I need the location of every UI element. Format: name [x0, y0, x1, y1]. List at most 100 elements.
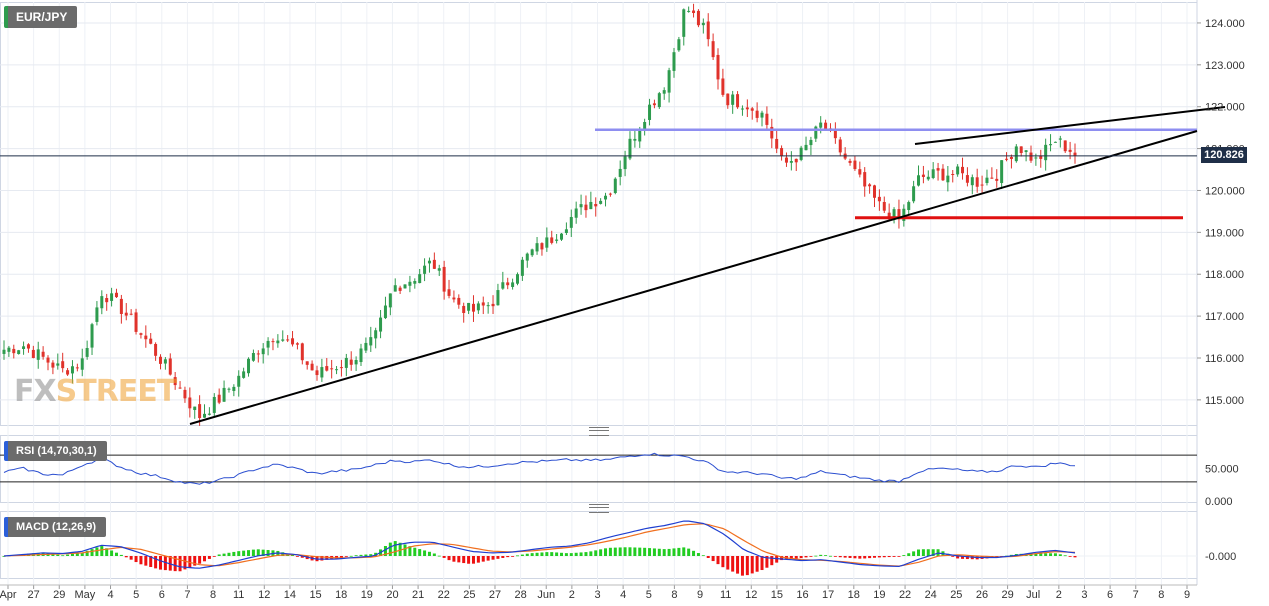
- macd-histogram-bar: [716, 556, 720, 565]
- candle-body: [139, 333, 143, 335]
- candle-body: [418, 274, 422, 284]
- macd-histogram-bar: [339, 556, 343, 558]
- candle-body: [638, 129, 642, 142]
- x-tick-label: 4: [620, 589, 626, 601]
- candle-body: [926, 176, 930, 180]
- macd-histogram-bar: [931, 549, 935, 556]
- macd-histogram-bar: [643, 547, 647, 556]
- fxstreet-logo: FXSTREET: [14, 374, 177, 409]
- macd-histogram-bar: [872, 556, 876, 558]
- candle-body: [530, 249, 534, 256]
- macd-histogram-bar: [158, 556, 162, 570]
- macd-histogram-bar: [951, 556, 955, 557]
- candle-body: [657, 93, 661, 108]
- candle-body: [242, 371, 246, 378]
- candle-body: [36, 349, 40, 360]
- macd-histogram-bar: [696, 553, 700, 556]
- candle-body: [295, 343, 299, 345]
- candle-body: [765, 113, 769, 125]
- candle-body: [452, 297, 456, 300]
- y-tick-label: 120.000: [1205, 185, 1245, 197]
- candle-body: [403, 284, 407, 289]
- candle-body: [100, 296, 104, 309]
- rsi-resize-handle[interactable]: [589, 427, 609, 436]
- candle-body: [217, 394, 221, 403]
- macd-histogram-bar: [736, 556, 740, 574]
- macd-badge[interactable]: MACD (12,26,9): [4, 517, 107, 537]
- candle-body: [750, 108, 754, 111]
- macd-histogram-bar: [408, 546, 412, 556]
- macd-histogram-bar: [921, 549, 925, 556]
- macd-histogram-bar: [452, 556, 456, 562]
- macd-resize-handle[interactable]: [589, 504, 609, 513]
- macd-histogram-bar: [789, 556, 793, 559]
- symbol-badge[interactable]: EUR/JPY: [4, 6, 78, 28]
- candle-body: [110, 293, 114, 301]
- macd-histogram-bar: [560, 552, 564, 556]
- candle-body: [1049, 144, 1053, 146]
- x-tick-label: 29: [53, 589, 65, 601]
- x-tick-label: 15: [771, 589, 783, 601]
- y-tick-label: 118.000: [1205, 269, 1244, 281]
- macd-histogram-bar: [222, 553, 226, 556]
- candle-body: [129, 313, 133, 315]
- x-tick-label: 19: [361, 589, 373, 601]
- macd-histogram-bar: [961, 556, 965, 559]
- macd-histogram-bar: [418, 549, 422, 556]
- macd-histogram-bar: [770, 556, 774, 566]
- candle-body: [70, 366, 74, 374]
- candle-body: [833, 129, 837, 139]
- rsi-badge[interactable]: RSI (14,70,30,1): [4, 441, 107, 461]
- macd-histogram-bar: [1073, 556, 1077, 558]
- macd-histogram-bar: [804, 556, 808, 558]
- x-tick-label: 8: [1158, 589, 1164, 601]
- candle-body: [643, 121, 647, 131]
- candle-body: [652, 103, 656, 106]
- candle-body: [124, 312, 128, 316]
- x-tick-label: 14: [284, 589, 296, 601]
- candle-body: [61, 361, 65, 369]
- candle-body: [824, 122, 828, 130]
- macd-histogram-bar: [173, 556, 177, 572]
- candle-body: [22, 346, 26, 349]
- candle-body: [281, 339, 285, 341]
- macd-histogram-bar: [70, 553, 74, 556]
- candle-body: [858, 169, 862, 175]
- x-tick-label: 11: [720, 589, 731, 601]
- macd-histogram-bar: [843, 556, 847, 558]
- macd-histogram-bar: [212, 556, 216, 557]
- macd-histogram-bar: [540, 552, 544, 556]
- macd-histogram-bar: [413, 547, 417, 556]
- macd-histogram-bar: [256, 549, 260, 556]
- macd-histogram-bar: [799, 556, 803, 559]
- macd-histogram-bar: [66, 554, 70, 556]
- macd-histogram-bar: [423, 550, 427, 556]
- candle-body: [7, 347, 11, 352]
- candle-body: [882, 201, 886, 211]
- macd-histogram-bar: [471, 556, 475, 564]
- x-tick-label: 27: [28, 589, 40, 601]
- macd-histogram-bar: [251, 549, 255, 556]
- candle-body: [731, 94, 735, 105]
- candle-body: [31, 349, 35, 358]
- last-price-tag: 120.826: [1201, 147, 1247, 163]
- macd-histogram-bar: [794, 556, 798, 559]
- macd-histogram-bar: [594, 550, 598, 556]
- candle-body: [46, 357, 50, 363]
- macd-histogram-bar: [1034, 553, 1038, 556]
- macd-histogram-bar: [853, 556, 857, 559]
- macd-histogram-bar: [300, 556, 304, 558]
- candle-body: [1068, 149, 1072, 152]
- macd-histogram-bar: [706, 556, 710, 559]
- candle-body: [569, 217, 573, 228]
- candle-body: [300, 343, 304, 361]
- x-tick-label: 20: [386, 589, 398, 601]
- candle-body: [648, 104, 652, 120]
- macd-histogram-bar: [467, 556, 471, 564]
- candle-body: [413, 280, 417, 284]
- candle-body: [511, 282, 515, 287]
- candle-body: [344, 357, 348, 368]
- candle-body: [408, 281, 412, 286]
- macd-histogram-bar: [139, 556, 143, 565]
- candle-body: [17, 350, 21, 354]
